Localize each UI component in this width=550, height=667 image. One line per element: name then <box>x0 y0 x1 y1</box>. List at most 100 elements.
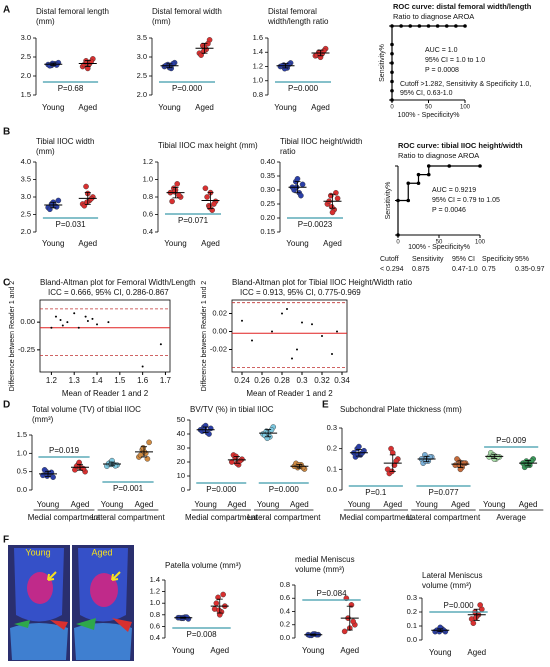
roc-point <box>416 172 421 177</box>
x-tick-label: 1.6 <box>137 376 149 385</box>
panel-label: C <box>3 278 10 289</box>
roc-point <box>463 24 467 28</box>
data-point <box>237 457 244 464</box>
data-point <box>91 317 94 320</box>
data-point <box>47 206 53 213</box>
meniscus <box>112 618 132 632</box>
data-point <box>331 353 333 355</box>
roc-point <box>390 70 394 75</box>
y-tick-label: 1.0 <box>150 598 160 607</box>
y-tick-label: 2.0 <box>137 90 147 99</box>
image-label: Aged <box>91 547 112 557</box>
chart-title: Bland-Altman plot for Tibial IIOC Height… <box>232 278 413 287</box>
y-tick-label: 0.4 <box>143 227 153 236</box>
chart-title: BV/TV (%) in tibial IIOC <box>190 405 274 414</box>
chart-title: Subchondral Plate thickness (mm) <box>340 405 462 414</box>
category-label: Aged <box>135 500 154 509</box>
data-point <box>299 181 306 188</box>
y-tick-label: 2.0 <box>21 227 31 236</box>
x-tick-label: 0.26 <box>254 376 270 385</box>
y-tick-label: 2.5 <box>137 71 147 80</box>
arrow <box>111 571 121 581</box>
panel-label: B <box>3 127 10 138</box>
data-point <box>524 462 531 469</box>
y-axis-label: Sensitivity% <box>379 44 386 82</box>
y-tick-label: 0.00 <box>212 326 227 335</box>
meniscus <box>76 618 96 630</box>
p-value: P=0.009 <box>496 436 527 445</box>
data-point <box>281 65 288 72</box>
y-tick-label: 1.4 <box>150 575 160 584</box>
data-point <box>422 458 429 464</box>
y-tick-label: 0.6 <box>280 593 290 602</box>
chart-title: (mm) <box>36 147 55 156</box>
x-tick-label: 1.2 <box>46 376 58 385</box>
panel-label: E <box>322 400 329 411</box>
data-point <box>206 204 213 211</box>
y-tick-label: 0.2 <box>280 620 290 629</box>
data-point <box>473 614 479 621</box>
annotation: P = 0.0008 <box>425 67 459 74</box>
data-point <box>50 474 56 480</box>
group-label: Medial compartment <box>185 513 258 522</box>
data-point <box>174 181 180 187</box>
roc-point <box>447 164 452 168</box>
table-cell: 0.47-1.0 <box>452 266 478 273</box>
roc-curve <box>391 25 465 100</box>
data-point <box>294 175 301 182</box>
data-point <box>84 59 90 66</box>
data-point <box>55 197 62 204</box>
data-point <box>140 445 146 451</box>
y-tick-label: 40 <box>177 429 185 438</box>
x-tick-label: 100 <box>460 105 471 111</box>
x-tick-label: 0.34 <box>334 376 350 385</box>
y-tick-label: 0.15 <box>260 227 275 236</box>
annotation: AUC = 1.0 <box>425 47 458 54</box>
category-label: Aged <box>451 500 470 509</box>
y-tick-label: 0.0 <box>327 485 337 494</box>
table-cell: < 0.294 <box>380 266 404 273</box>
data-point <box>50 326 53 329</box>
group-label: Medial compartment <box>28 513 101 522</box>
category-label: Young <box>429 648 451 657</box>
arrow <box>47 571 57 581</box>
data-point <box>202 185 209 192</box>
p-value: P=0.019 <box>49 446 80 455</box>
category-label: Young <box>194 500 216 509</box>
table-cell: Specificity <box>482 256 514 263</box>
chart-title: ROC curve: distal femoral width/length <box>393 2 532 11</box>
data-point <box>427 454 433 460</box>
category-label: Young <box>415 500 437 509</box>
roc-point <box>426 172 431 177</box>
y-tick-label: -0.25 <box>18 345 35 354</box>
data-point <box>66 321 69 324</box>
data-point <box>204 194 210 200</box>
category-label: Young <box>348 500 370 509</box>
y-tick-label: 0 <box>181 485 185 494</box>
chart-title: Tibial IIOC max height (mm) <box>158 141 258 150</box>
data-point <box>76 459 82 466</box>
p-value: P=0.000 <box>443 601 474 610</box>
roc-point <box>406 198 411 203</box>
data-point <box>336 330 338 333</box>
roc-point <box>444 24 449 28</box>
plot-frame <box>39 299 171 373</box>
data-point <box>206 431 212 437</box>
plot-frame <box>231 299 348 373</box>
x-axis-label: 100% - Specificity% <box>398 112 460 119</box>
category-label: Aged <box>467 648 486 657</box>
y-tick-label: 0.02 <box>212 308 227 317</box>
data-point <box>77 326 80 329</box>
roc-point <box>396 233 400 237</box>
p-value: P=0.000 <box>206 485 237 494</box>
data-point <box>215 594 221 601</box>
x-tick-label: 1.3 <box>69 376 81 385</box>
data-point <box>146 439 152 446</box>
chart-title: Bland-Altman plot for Femoral Width/Leng… <box>40 278 196 287</box>
category-label: Young <box>483 500 505 509</box>
annotation: P = 0.0046 <box>432 207 466 214</box>
table-cell: 95% CI <box>452 256 475 263</box>
data-point <box>171 188 178 195</box>
data-point <box>281 312 283 315</box>
roc-curve <box>397 165 480 235</box>
